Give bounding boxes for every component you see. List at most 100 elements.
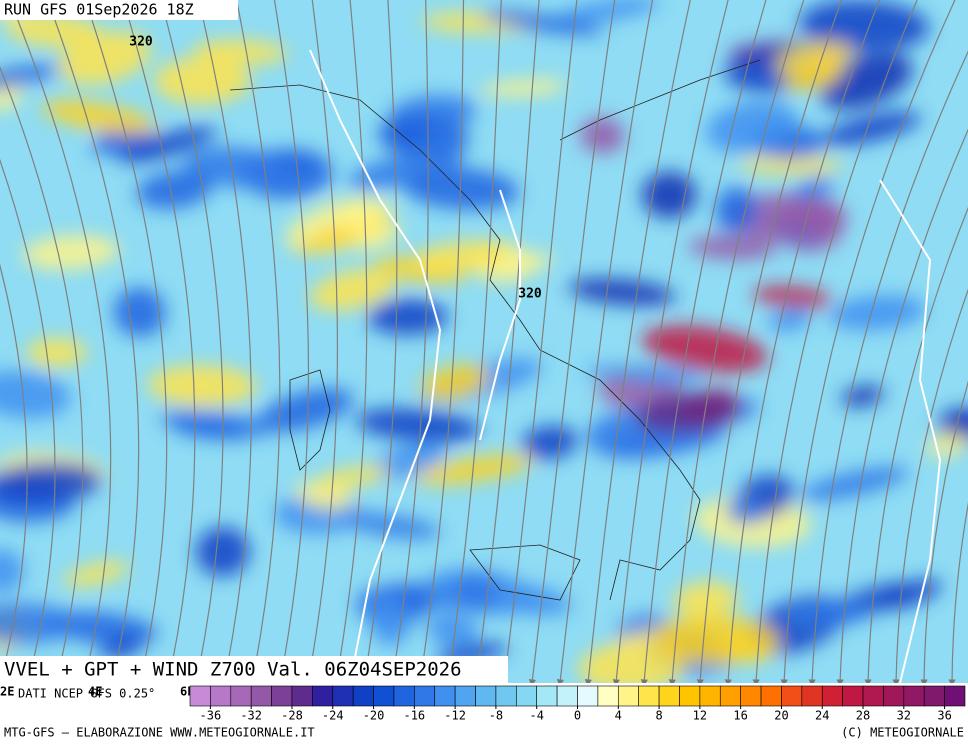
colorbar-swatch <box>352 685 374 707</box>
contour-line <box>879 179 942 683</box>
streamline <box>892 288 968 683</box>
colorbar-tick-label: 8 <box>655 709 662 723</box>
run-label: RUN GFS 01Sep2026 18Z <box>4 1 194 19</box>
streamline <box>47 0 140 683</box>
streamline <box>808 50 968 683</box>
streamline <box>0 65 84 683</box>
colorbar-swatch <box>414 685 436 707</box>
field-blob <box>337 200 379 231</box>
colorbar-swatch <box>760 685 782 707</box>
streamline <box>389 0 429 683</box>
colorbar-swatch <box>883 685 905 707</box>
colorbar-swatch <box>638 685 660 707</box>
field-blob <box>578 641 686 683</box>
streamline <box>361 0 398 683</box>
contour-line <box>479 189 521 441</box>
streamline <box>920 380 968 683</box>
footer-right: (C) METEOGIORNALE <box>841 726 964 740</box>
field-blob <box>652 614 779 665</box>
field-blob <box>580 117 625 154</box>
colorbar-swatch <box>373 685 395 707</box>
colorbar-tick-label: 28 <box>856 709 870 723</box>
field-blob <box>451 572 503 612</box>
colorbar-tick-label: 4 <box>615 709 622 723</box>
colorbar-swatch <box>597 685 619 707</box>
colorbar-swatch <box>271 685 293 707</box>
field-blob <box>372 441 446 480</box>
colorbar-tick-label: -28 <box>281 709 303 723</box>
streamline <box>528 0 616 683</box>
colorbar-tick-label: 24 <box>815 709 829 723</box>
field-blob <box>688 235 778 260</box>
colorbar-tick-label: 32 <box>897 709 911 723</box>
colorbar-tick-label: -12 <box>444 709 466 723</box>
colorbar-swatch <box>516 685 538 707</box>
colorbar-swatch <box>434 685 456 707</box>
colorbar-tick-label: -32 <box>240 709 262 723</box>
field-blob <box>821 111 921 146</box>
field-blob <box>753 286 833 308</box>
field-blob <box>819 52 913 110</box>
colorbar-swatch <box>903 685 925 707</box>
streamline <box>696 0 843 683</box>
field-blob <box>147 364 257 407</box>
map: 320 320 RUN GFS 01Sep2026 18Z VVEL + GPT… <box>0 0 968 683</box>
field-blob <box>481 79 567 97</box>
field-blob <box>800 467 909 501</box>
streamline <box>724 0 880 683</box>
colorbar-swatch <box>679 685 701 707</box>
streamline <box>122 0 196 683</box>
field-blob <box>879 578 942 610</box>
field-blob <box>347 149 465 190</box>
colorbar-swatch <box>210 685 232 707</box>
field-blob <box>136 170 213 209</box>
streamline <box>444 0 502 683</box>
colorbar-swatch <box>250 685 272 707</box>
colorbar-swatch <box>944 685 966 707</box>
title-box <box>0 656 508 683</box>
streamline <box>640 0 767 683</box>
field-blob <box>521 425 578 460</box>
source-label: DATI NCEP GFS 0.25° <box>18 687 155 701</box>
streamline <box>333 0 368 683</box>
colorbar-tick-label: 0 <box>574 709 581 723</box>
contour-label: 320 <box>129 35 153 50</box>
field-blob <box>352 224 402 251</box>
colorbar-tick-label: 12 <box>693 709 707 723</box>
field-blob <box>784 601 874 627</box>
field-blob <box>195 526 250 577</box>
colorbar-swatch <box>617 685 639 707</box>
streamline <box>948 502 968 683</box>
field-blob <box>0 549 24 593</box>
colorbar-tick-label: -8 <box>489 709 503 723</box>
colorbar-swatch <box>577 685 599 707</box>
lon-label: 4E <box>88 685 102 699</box>
coastlines <box>229 59 761 601</box>
colorbar-swatch <box>332 685 354 707</box>
field-blob <box>794 176 834 200</box>
field-blob <box>829 294 926 331</box>
field-blob <box>309 268 396 311</box>
field-blob <box>367 299 448 335</box>
streamline <box>836 128 968 683</box>
field-blob <box>0 64 63 93</box>
streamline <box>236 0 281 683</box>
colorbar-tick-label: -20 <box>363 709 385 723</box>
streamline <box>84 0 168 683</box>
colorbar-swatch <box>719 685 741 707</box>
streamline <box>584 0 691 683</box>
field-blob <box>727 193 848 241</box>
streamline <box>416 0 465 683</box>
field-blob <box>377 114 470 159</box>
streamline <box>556 0 654 683</box>
colorbar-tick-label: 36 <box>937 709 951 723</box>
field-blob <box>171 421 251 440</box>
streamline <box>9 0 112 683</box>
field-blob <box>5 13 102 48</box>
field-blob <box>99 637 144 659</box>
colorbar-tick-label: -36 <box>200 709 222 723</box>
colorbar: -36 -32 -28 -24 -20 -16 -12 -8 -4 0 4 8 12 16 20 24 28 32… <box>189 685 966 723</box>
colorbar-tick-label: 16 <box>733 709 747 723</box>
streamline <box>305 0 339 683</box>
